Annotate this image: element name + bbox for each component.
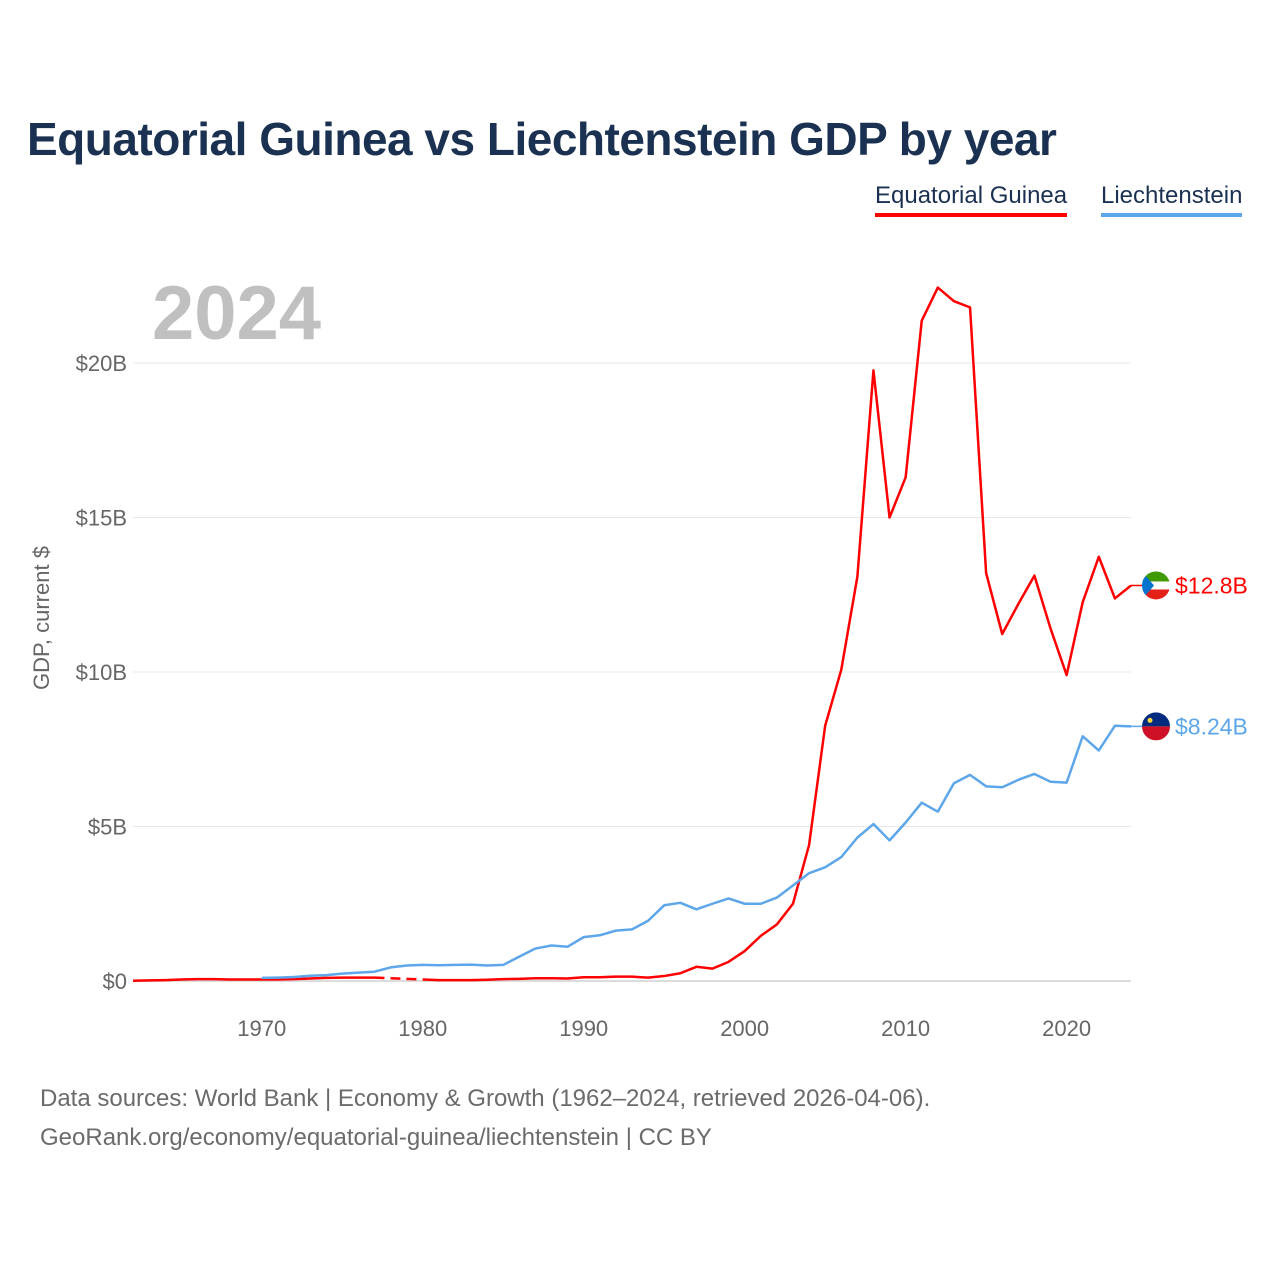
source-line: Data sources: World Bank | Economy & Gro… — [40, 1085, 931, 1112]
x-tick-label: 1990 — [559, 1016, 608, 1041]
series-line-liechtenstein — [261, 724, 1132, 980]
source-url[interactable]: GeoRank.org/economy/equatorial-guinea/li… — [40, 1124, 712, 1151]
y-tick-label: $20B — [76, 351, 127, 376]
y-tick-label: $0 — [103, 969, 127, 994]
end-value-label: $12.8B — [1175, 572, 1248, 598]
legend-equatorial-guinea[interactable]: Equatorial Guinea — [875, 182, 1068, 217]
x-tick-label: 2010 — [881, 1016, 930, 1041]
y-tick-label: $10B — [76, 660, 127, 685]
x-tick-label: 2000 — [720, 1016, 769, 1041]
y-tick-label: $15B — [76, 506, 127, 531]
current-year-label: 2024 — [152, 271, 322, 356]
series-line-equatorial-guinea — [132, 976, 375, 982]
x-tick-label: 1970 — [237, 1016, 286, 1041]
series-line-equatorial-guinea — [422, 286, 1132, 982]
equatorial-guinea-flag-icon — [1142, 571, 1170, 600]
liechtenstein-flag-icon — [1142, 712, 1170, 741]
legend-liechtenstein[interactable]: Liechtenstein — [1101, 182, 1243, 217]
y-tick-label: $5B — [88, 815, 127, 840]
x-tick-label: 2020 — [1042, 1016, 1091, 1041]
x-tick-label: 1980 — [398, 1016, 447, 1041]
end-value-label: $8.24B — [1175, 713, 1248, 739]
chart-title: Equatorial Guinea vs Liechtenstein GDP b… — [27, 113, 1057, 165]
missing-data-segment — [374, 976, 423, 981]
